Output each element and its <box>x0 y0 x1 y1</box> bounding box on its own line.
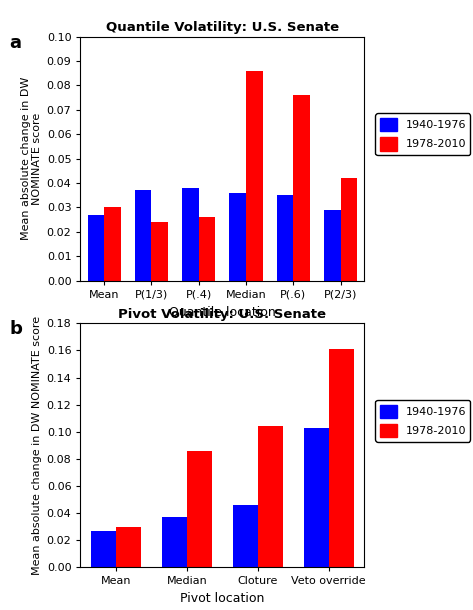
Text: b: b <box>9 320 22 339</box>
Bar <box>304 428 329 567</box>
Bar <box>229 193 246 281</box>
Bar <box>293 95 310 281</box>
Bar <box>233 505 258 567</box>
Legend: 1940-1976, 1978-2010: 1940-1976, 1978-2010 <box>376 113 470 155</box>
Bar <box>104 207 121 281</box>
Bar <box>135 190 151 281</box>
Bar <box>258 426 282 567</box>
Bar <box>162 517 187 567</box>
Title: Quantile Volatility: U.S. Senate: Quantile Volatility: U.S. Senate <box>106 21 339 34</box>
Y-axis label: Mean absolute change in DW NOMINATE score: Mean absolute change in DW NOMINATE scor… <box>33 316 43 575</box>
Legend: 1940-1976, 1978-2010: 1940-1976, 1978-2010 <box>376 400 470 442</box>
Bar <box>324 210 341 281</box>
Bar <box>187 451 211 567</box>
Bar <box>277 195 293 281</box>
Bar <box>91 531 116 567</box>
Text: a: a <box>9 34 21 52</box>
X-axis label: Pivot location: Pivot location <box>180 592 264 605</box>
Bar <box>341 178 357 281</box>
Title: Pivot Volatility: U.S. Senate: Pivot Volatility: U.S. Senate <box>118 307 326 321</box>
Bar <box>199 217 215 281</box>
Y-axis label: Mean absolute change in DW
NOMINATE score: Mean absolute change in DW NOMINATE scor… <box>21 77 43 240</box>
Bar <box>151 222 168 281</box>
Bar <box>329 349 353 567</box>
Bar <box>182 188 199 281</box>
Bar <box>88 215 104 281</box>
Bar <box>246 71 263 281</box>
X-axis label: Quantile location: Quantile location <box>169 305 276 318</box>
Bar <box>116 526 141 567</box>
